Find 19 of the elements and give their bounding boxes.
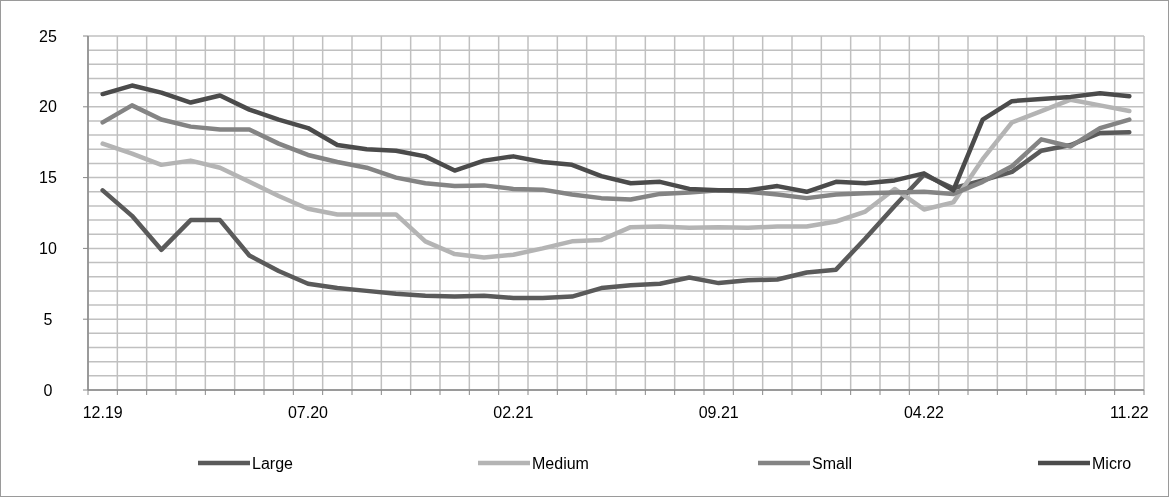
x-tick-label: 04.22: [903, 404, 945, 421]
y-tick-label: 15: [39, 169, 57, 187]
x-tick-label: 02.21: [493, 404, 534, 421]
legend-label: Small: [812, 454, 853, 472]
line-series: [100, 83, 1132, 195]
y-tick-label: 10: [39, 240, 57, 257]
y-tick-label: 5: [43, 310, 53, 328]
y-tick-label: 0: [43, 381, 53, 399]
x-tick-label: 07.20: [287, 404, 329, 421]
legend-label: Medium: [532, 454, 589, 472]
x-tick-label: 11.22: [1109, 404, 1149, 421]
legend-label: Micro: [1092, 454, 1132, 472]
x-tick-label: 09.21: [698, 404, 739, 421]
legend-label: Large: [252, 454, 294, 472]
line-series: [100, 130, 1132, 301]
y-tick-label: 25: [39, 27, 57, 45]
y-tick-label: 20: [39, 98, 57, 116]
line-series: [100, 103, 1132, 202]
x-tick-label: 12.19: [82, 404, 123, 421]
